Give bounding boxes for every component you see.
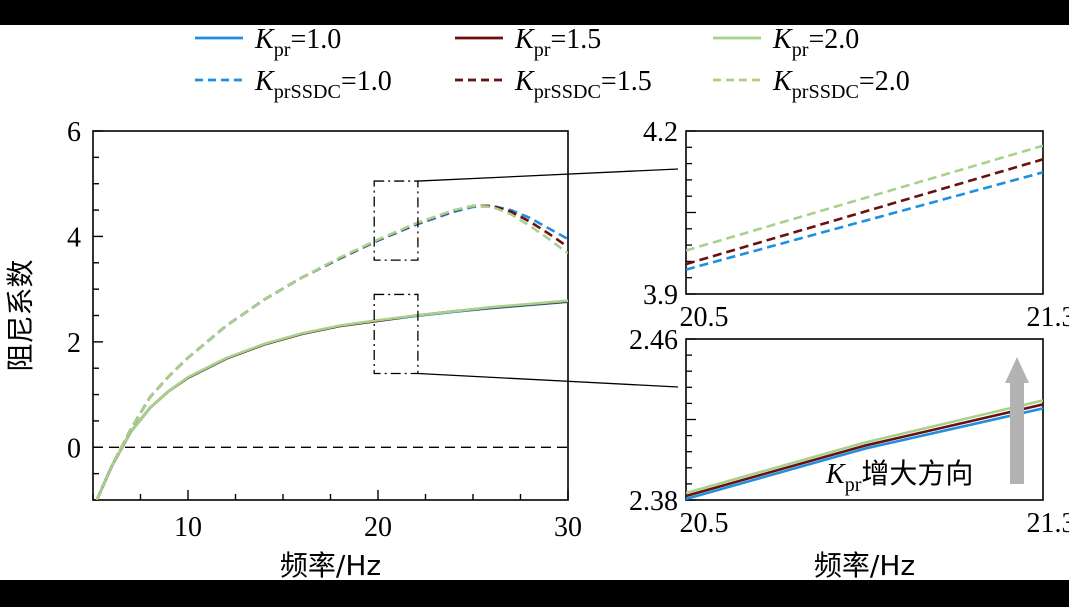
legend-label: KprSSDC=2.0 <box>772 66 910 103</box>
legend-label: KprSSDC=1.0 <box>254 66 392 103</box>
series-line <box>686 407 1043 500</box>
y-tick-label: 4 <box>67 222 81 253</box>
legend: Kpr=1.0 Kpr=1.5 Kpr=2.0 KprSSDC=1.0 KprSSDC=… <box>195 24 910 103</box>
annotation-label: Kpr增大方向 <box>825 457 973 496</box>
y-tick-label: 4.2 <box>643 117 678 148</box>
arrow-shaft <box>1010 381 1024 484</box>
x-tick-label: 20.5 <box>680 508 729 539</box>
x-tick-label: 21.3 <box>1027 508 1069 539</box>
series-line <box>686 403 1043 498</box>
legend-label: KprSSDC=1.5 <box>514 66 652 103</box>
series-group <box>686 399 1043 500</box>
zoom-box <box>373 293 419 375</box>
y-tick-label: 2.38 <box>629 486 678 517</box>
connector-line <box>417 372 679 388</box>
top-letterbox <box>0 0 1069 25</box>
x-tick-label: 10 <box>174 512 202 543</box>
zoom-connectors <box>417 168 679 388</box>
series-line <box>95 300 568 500</box>
x-axis-label: 频率/Hz <box>280 549 381 582</box>
series-group <box>686 144 1043 271</box>
arrow-head <box>1005 357 1029 383</box>
legend-label: Kpr=1.0 <box>254 24 341 61</box>
series-line <box>95 300 568 500</box>
plot-frame <box>92 130 569 501</box>
increase-direction-annotation: Kpr增大方向 <box>825 357 1029 496</box>
zoom-box <box>373 180 419 261</box>
series-group <box>95 204 568 500</box>
legend-entry: KprSSDC=1.5 <box>455 66 652 103</box>
x-tick-label: 30 <box>554 512 582 543</box>
y-tick-label: 3.9 <box>643 280 678 311</box>
x-tick-label: 20.5 <box>680 302 729 333</box>
y-tick-label: 0 <box>67 433 81 464</box>
series-line <box>95 204 568 500</box>
legend-entry: KprSSDC=1.0 <box>195 66 392 103</box>
zoom-top-plot: 4.2 3.920.5 21.3 <box>643 117 1069 333</box>
series-line <box>95 299 568 500</box>
y-tick-label: 6 <box>67 117 81 148</box>
x-tick-label: 20 <box>364 512 392 543</box>
legend-entry: Kpr=1.0 <box>195 24 341 61</box>
legend-label: Kpr=1.5 <box>514 24 601 61</box>
series-line <box>686 399 1043 495</box>
y-tick-label: 2.46 <box>629 325 678 356</box>
series-line <box>95 204 568 500</box>
x-tick-label: 21.3 <box>1027 302 1069 333</box>
y-tick-label: 2 <box>67 328 81 359</box>
series-line <box>686 158 1043 266</box>
series-line <box>686 171 1043 271</box>
legend-label: Kpr=2.0 <box>772 24 859 61</box>
series-line <box>686 144 1043 252</box>
x-axis-label: 频率/Hz <box>814 549 915 582</box>
legend-entry: Kpr=2.0 <box>713 24 859 61</box>
series-line <box>95 204 568 500</box>
legend-entry: KprSSDC=2.0 <box>713 66 910 103</box>
y-axis-label: 阻尼系数 <box>4 259 37 371</box>
connector-line <box>417 168 679 182</box>
legend-entry: Kpr=1.5 <box>455 24 601 61</box>
bottom-letterbox <box>0 580 1069 607</box>
